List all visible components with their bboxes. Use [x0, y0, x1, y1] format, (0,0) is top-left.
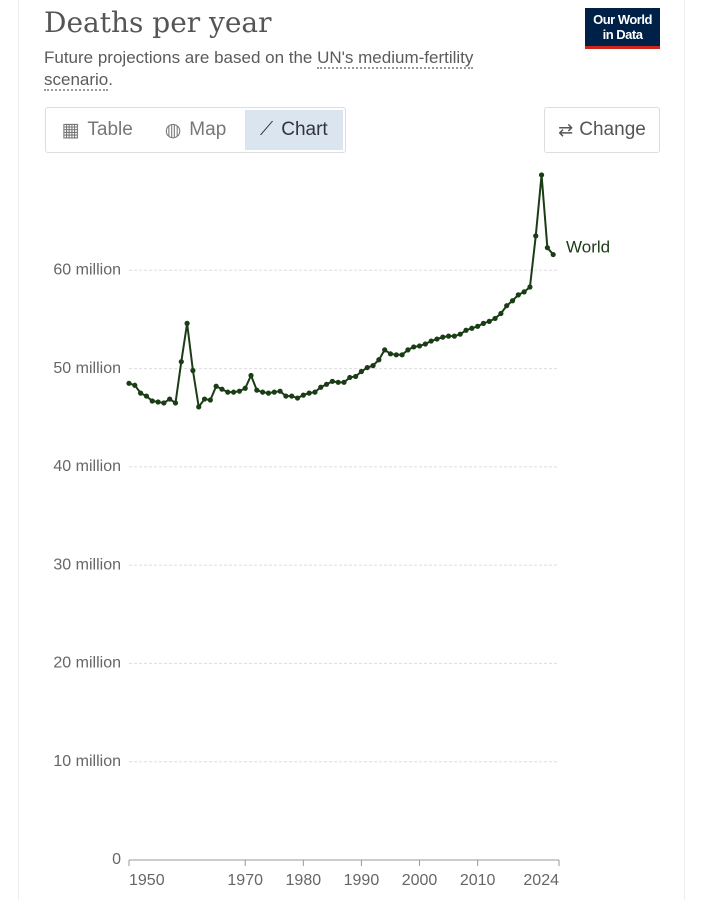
- tab-icon: ◍: [164, 119, 182, 141]
- subtitle: Future projections are based on the UN's…: [44, 47, 534, 91]
- logo[interactable]: Our World in Data: [585, 8, 660, 49]
- tab-label: Map: [189, 119, 227, 140]
- card: [18, 0, 685, 900]
- swap-icon: ⇄: [558, 119, 574, 140]
- tab-bar: ▦ Table ◍ Map ⟋ Chart: [45, 107, 346, 153]
- tab-label: Chart: [281, 119, 328, 140]
- tab[interactable]: ▦ Table: [48, 110, 146, 150]
- tab-label: Table: [87, 119, 133, 140]
- change-label: Change: [579, 119, 646, 140]
- change-button[interactable]: ⇄ Change: [544, 107, 660, 153]
- logo-line: Our World: [593, 12, 652, 27]
- logo-line: in Data: [602, 27, 643, 42]
- tab-icon: ⟋: [259, 119, 274, 140]
- subtitle-text: Future projections are based on the: [44, 48, 318, 67]
- tab[interactable]: ◍ Map: [146, 110, 244, 150]
- subtitle-text: .: [108, 70, 113, 89]
- subtitle-link[interactable]: UN's medium-fertility scenario: [44, 48, 474, 91]
- tab[interactable]: ⟋ Chart: [244, 110, 343, 150]
- tab-icon: ▦: [61, 119, 80, 141]
- title: Deaths per year: [44, 6, 272, 39]
